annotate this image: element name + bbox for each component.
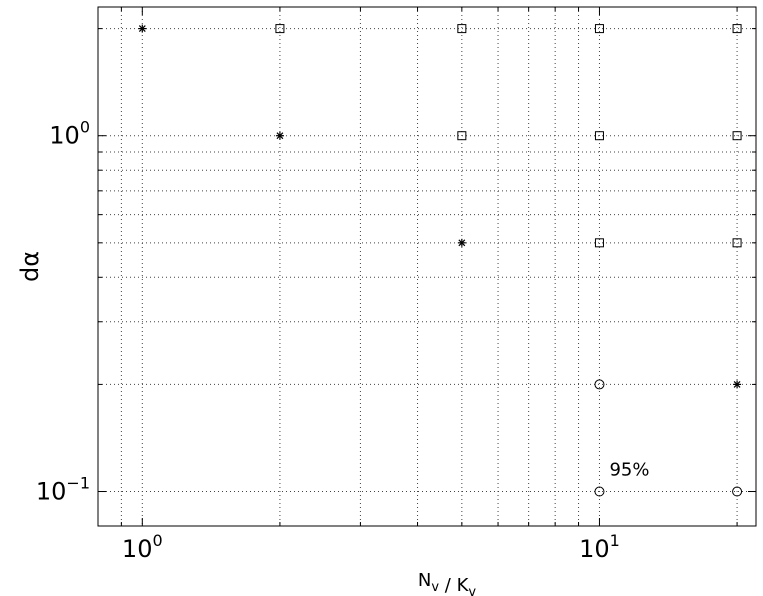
square-marker — [732, 24, 742, 34]
y-tick-label: 100 — [49, 118, 90, 150]
svg-text:dα: dα — [16, 251, 44, 282]
square-marker — [457, 24, 467, 34]
x-tick-label: 101 — [579, 531, 620, 563]
grid-lines — [98, 7, 756, 526]
star-marker — [275, 131, 284, 140]
y-tick-label: 10−1 — [36, 474, 90, 506]
tick-labels: 100 101 10−1 100 — [36, 118, 620, 563]
square-marker — [594, 24, 604, 34]
star-marker — [138, 24, 147, 33]
annotation-95-percent: 95% — [609, 460, 649, 481]
data-markers — [138, 24, 743, 497]
square-marker — [732, 238, 742, 248]
star-marker — [733, 380, 742, 389]
square-marker — [594, 131, 604, 141]
square-marker — [457, 131, 467, 141]
svg-text:Nv / Kv: Nv / Kv — [418, 570, 476, 596]
circle-marker — [594, 486, 605, 497]
star-marker — [457, 238, 466, 247]
circle-marker — [732, 486, 743, 497]
plot-frame — [97, 6, 757, 527]
square-marker — [732, 131, 742, 141]
circle-marker — [594, 379, 605, 390]
x-tick-label: 100 — [122, 531, 163, 563]
square-marker — [275, 24, 285, 34]
square-marker — [594, 238, 604, 248]
y-axis-label: dα — [16, 251, 44, 282]
x-axis-label: Nv / Kv — [418, 570, 476, 596]
axis-ticks — [98, 7, 756, 526]
